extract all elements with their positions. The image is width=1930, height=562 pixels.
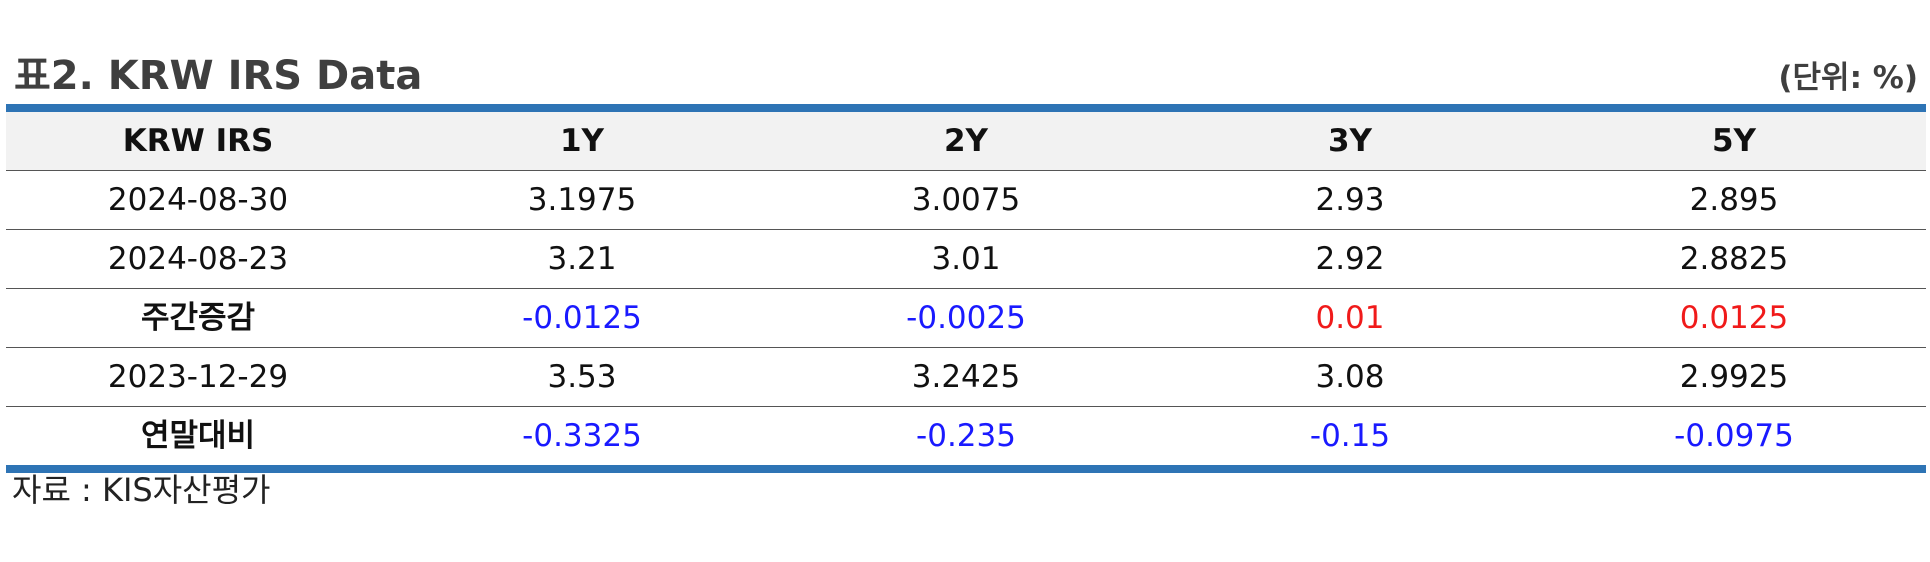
header-cell-5y: 5Y [1542, 108, 1926, 171]
table-title: 표2. KRW IRS Data [14, 53, 423, 99]
row-label: 주간증감 [6, 288, 390, 348]
table-cell: -0.0125 [390, 288, 774, 348]
row-label: 2024-08-30 [6, 170, 390, 230]
table-cell: 3.0075 [774, 170, 1158, 230]
header-cell-3y: 3Y [1158, 108, 1542, 171]
table-row: 2023-12-29 3.53 3.2425 3.08 2.9925 [6, 347, 1926, 407]
table-cell: 2.9925 [1542, 347, 1926, 407]
table-row: 연말대비 -0.3325 -0.235 -0.15 -0.0975 [6, 407, 1926, 470]
title-row: 표2. KRW IRS Data (단위: %) [12, 50, 1918, 102]
table-cell: 2.92 [1158, 229, 1542, 289]
irs-table: KRW IRS 1Y 2Y 3Y 5Y 2024-08-30 3.1975 3.… [6, 104, 1926, 473]
table-cell: 3.2425 [774, 347, 1158, 407]
table-cell: 3.1975 [390, 170, 774, 230]
header-cell-2y: 2Y [774, 108, 1158, 171]
table-cell: 3.21 [390, 229, 774, 289]
table-cell: -0.15 [1309, 418, 1391, 454]
table-cell: 2.8825 [1542, 229, 1926, 289]
table-cell: -0.0975 [1674, 418, 1794, 454]
table-cell: 2.895 [1542, 170, 1926, 230]
table-row: 주간증감 -0.0125 -0.0025 0.01 0.0125 [6, 288, 1926, 348]
table-cell: -0.3325 [522, 418, 642, 454]
row-label: 2024-08-23 [6, 229, 390, 289]
row-label: 2023-12-29 [6, 347, 390, 407]
source-note: 자료 : KIS자산평가 [12, 471, 271, 509]
table-cell: -0.0025 [774, 288, 1158, 348]
table-cell: 0.0125 [1542, 288, 1926, 348]
header-cell-1y: 1Y [390, 108, 774, 171]
unit-label: (단위: %) [1778, 60, 1918, 96]
table-cell: 2.93 [1158, 170, 1542, 230]
table-cell: -0.235 [916, 418, 1016, 454]
header-cell-label: KRW IRS [6, 108, 390, 171]
table-cell: 3.01 [774, 229, 1158, 289]
table-row: 2024-08-30 3.1975 3.0075 2.93 2.895 [6, 170, 1926, 230]
header-row: KRW IRS 1Y 2Y 3Y 5Y [6, 108, 1926, 171]
table-row: 2024-08-23 3.21 3.01 2.92 2.8825 [6, 229, 1926, 289]
table-cell: 3.53 [390, 347, 774, 407]
row-label: 연말대비 [140, 418, 256, 454]
table-cell: 0.01 [1158, 288, 1542, 348]
table-cell: 3.08 [1158, 347, 1542, 407]
